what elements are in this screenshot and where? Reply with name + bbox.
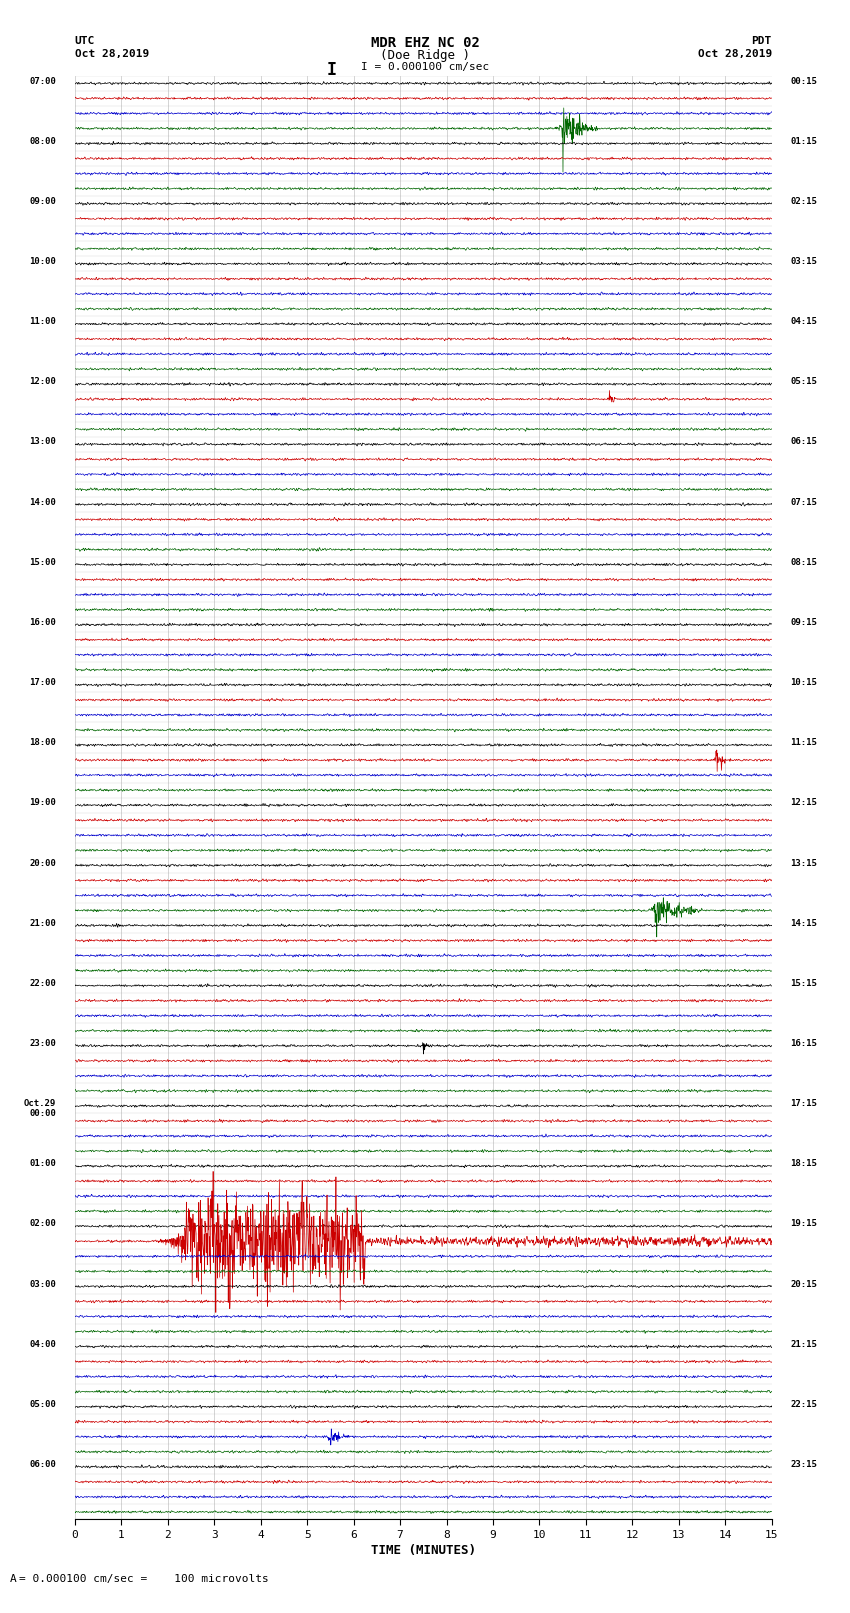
Text: 02:15: 02:15 <box>790 197 817 206</box>
Text: 03:15: 03:15 <box>790 256 817 266</box>
Text: Oct 28,2019: Oct 28,2019 <box>698 50 772 60</box>
Text: 12:00: 12:00 <box>30 377 56 387</box>
Text: 09:00: 09:00 <box>30 197 56 206</box>
Text: Oct 28,2019: Oct 28,2019 <box>75 50 149 60</box>
Text: 13:00: 13:00 <box>30 437 56 447</box>
Text: 20:15: 20:15 <box>790 1279 817 1289</box>
Text: 18:00: 18:00 <box>30 739 56 747</box>
Text: 09:15: 09:15 <box>790 618 817 627</box>
Text: 03:00: 03:00 <box>30 1279 56 1289</box>
Text: 13:15: 13:15 <box>790 858 817 868</box>
Text: 20:00: 20:00 <box>30 858 56 868</box>
Text: 00:15: 00:15 <box>790 76 817 85</box>
Text: = 0.000100 cm/sec =    100 microvolts: = 0.000100 cm/sec = 100 microvolts <box>19 1574 269 1584</box>
Text: 21:15: 21:15 <box>790 1340 817 1348</box>
Text: 19:15: 19:15 <box>790 1219 817 1229</box>
Text: MDR EHZ NC 02: MDR EHZ NC 02 <box>371 37 479 50</box>
Text: 01:15: 01:15 <box>790 137 817 145</box>
Text: 23:00: 23:00 <box>30 1039 56 1048</box>
Text: 16:00: 16:00 <box>30 618 56 627</box>
Text: 11:15: 11:15 <box>790 739 817 747</box>
Text: 12:15: 12:15 <box>790 798 817 808</box>
Text: 15:15: 15:15 <box>790 979 817 987</box>
Text: 16:15: 16:15 <box>790 1039 817 1048</box>
Text: 08:00: 08:00 <box>30 137 56 145</box>
Text: 08:15: 08:15 <box>790 558 817 566</box>
Text: 17:15: 17:15 <box>790 1098 817 1108</box>
Text: 19:00: 19:00 <box>30 798 56 808</box>
Text: 02:00: 02:00 <box>30 1219 56 1229</box>
Text: 05:00: 05:00 <box>30 1400 56 1408</box>
Text: 17:00: 17:00 <box>30 677 56 687</box>
Text: I = 0.000100 cm/sec: I = 0.000100 cm/sec <box>361 63 489 73</box>
Text: 10:15: 10:15 <box>790 677 817 687</box>
Text: 04:15: 04:15 <box>790 318 817 326</box>
Text: 07:00: 07:00 <box>30 76 56 85</box>
Text: A: A <box>10 1574 17 1584</box>
Text: 23:15: 23:15 <box>790 1460 817 1469</box>
Text: PDT: PDT <box>751 37 772 47</box>
Text: 06:15: 06:15 <box>790 437 817 447</box>
Text: 14:00: 14:00 <box>30 498 56 506</box>
Text: 18:15: 18:15 <box>790 1160 817 1168</box>
Text: 06:00: 06:00 <box>30 1460 56 1469</box>
Text: I: I <box>326 61 337 79</box>
Text: 15:00: 15:00 <box>30 558 56 566</box>
Text: Oct.29
00:00: Oct.29 00:00 <box>24 1098 56 1118</box>
Text: 07:15: 07:15 <box>790 498 817 506</box>
Text: 21:00: 21:00 <box>30 919 56 927</box>
Text: UTC: UTC <box>75 37 95 47</box>
Text: 22:00: 22:00 <box>30 979 56 987</box>
Text: 11:00: 11:00 <box>30 318 56 326</box>
Text: 22:15: 22:15 <box>790 1400 817 1408</box>
X-axis label: TIME (MINUTES): TIME (MINUTES) <box>371 1544 476 1557</box>
Text: 05:15: 05:15 <box>790 377 817 387</box>
Text: 10:00: 10:00 <box>30 256 56 266</box>
Text: (Doe Ridge ): (Doe Ridge ) <box>380 50 470 63</box>
Text: 14:15: 14:15 <box>790 919 817 927</box>
Text: 01:00: 01:00 <box>30 1160 56 1168</box>
Text: 04:00: 04:00 <box>30 1340 56 1348</box>
